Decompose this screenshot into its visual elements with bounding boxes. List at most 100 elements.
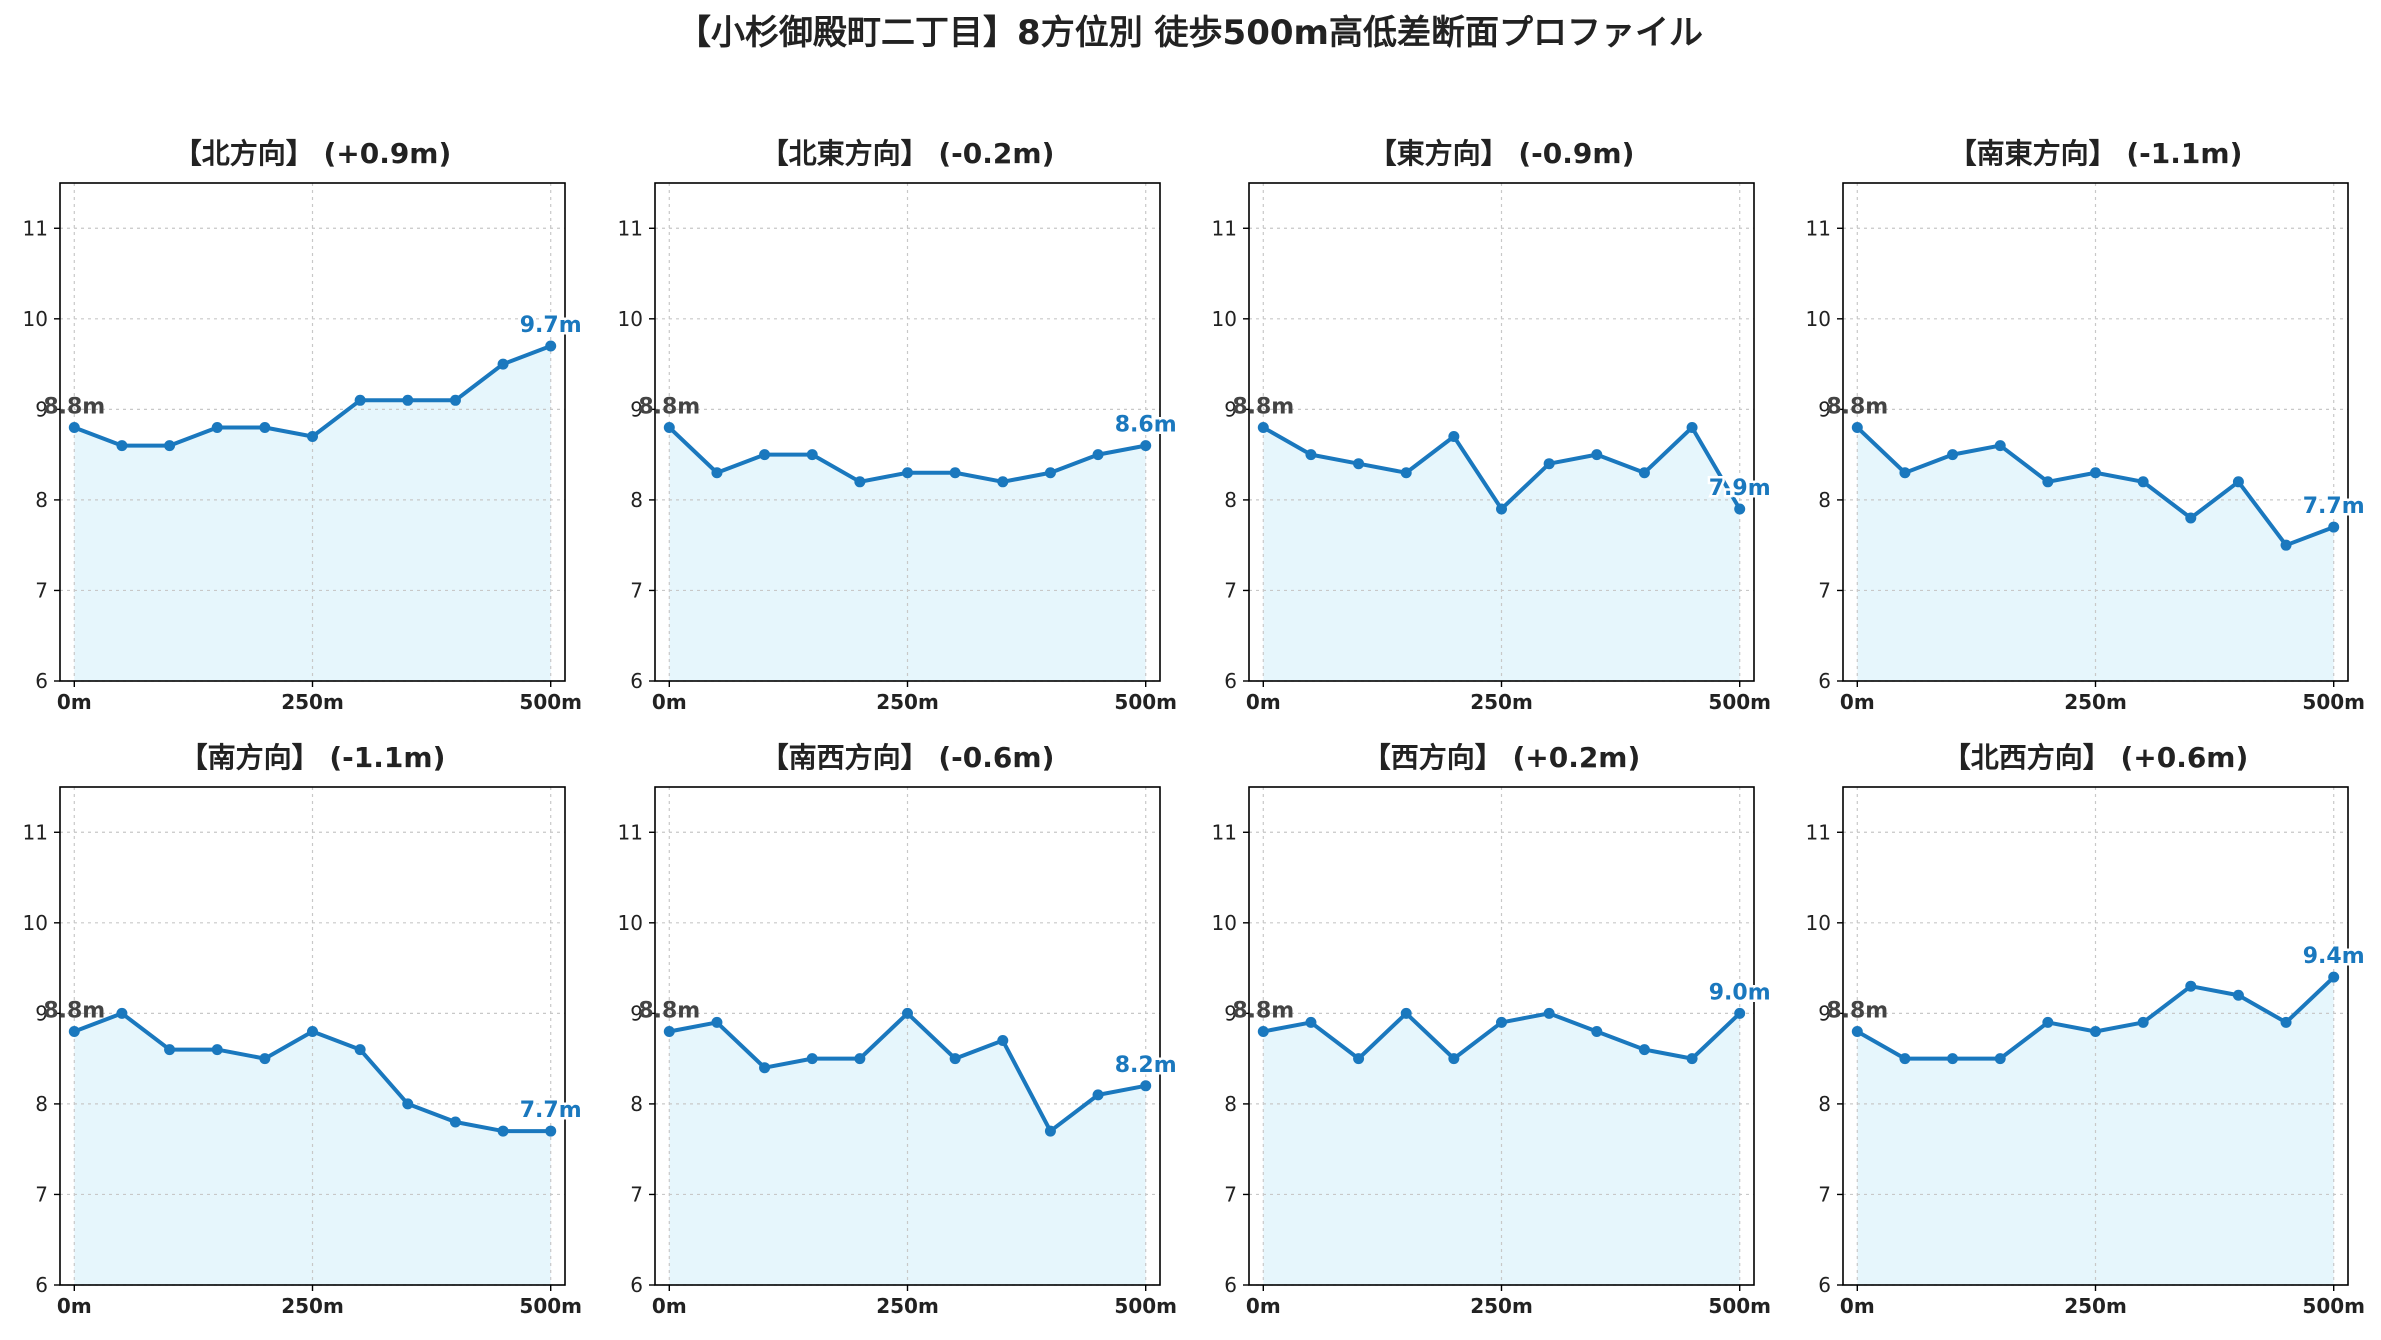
panel-title: 【北東方向】 (-0.2m) [761, 137, 1055, 170]
data-point [354, 394, 366, 406]
start-value-label: 8.8m [638, 998, 700, 1023]
y-tick-label: 6 [630, 669, 643, 693]
y-tick-label: 7 [35, 1182, 48, 1206]
y-tick-label: 10 [618, 911, 643, 935]
data-point [711, 467, 723, 479]
data-point [1638, 467, 1650, 479]
y-tick-label: 8 [35, 488, 48, 512]
y-tick-label: 8 [1818, 488, 1831, 512]
y-tick-label: 7 [630, 1182, 643, 1206]
y-tick-label: 9 [1818, 1001, 1831, 1025]
data-point [68, 1025, 80, 1037]
data-point [1305, 449, 1317, 461]
data-point [211, 421, 223, 433]
x-tick-label: 0m [1840, 1294, 1875, 1318]
y-tick-label: 7 [630, 578, 643, 602]
data-point [1851, 421, 1863, 433]
data-point [259, 421, 271, 433]
data-point [1353, 1053, 1365, 1065]
data-point [545, 1125, 557, 1137]
x-tick-label: 500m [1708, 1294, 1771, 1318]
y-tick-label: 10 [1212, 911, 1237, 935]
data-point [2137, 476, 2149, 488]
end-value-label: 9.4m [2303, 944, 2365, 969]
panel-title: 【南西方向】 (-0.6m) [761, 741, 1055, 774]
start-value-label: 8.8m [43, 998, 105, 1023]
data-point [354, 1044, 366, 1056]
data-point [1448, 431, 1460, 443]
data-point [711, 1016, 723, 1028]
y-tick-label: 7 [1224, 578, 1237, 602]
data-point [2185, 980, 2197, 992]
x-tick-label: 250m [876, 690, 939, 714]
data-point [402, 1098, 414, 1110]
data-point [1994, 1053, 2006, 1065]
data-point [2042, 476, 2054, 488]
data-point [1994, 440, 2006, 452]
data-point [1140, 440, 1152, 452]
x-tick-label: 0m [652, 690, 687, 714]
y-tick-label: 11 [1806, 216, 1831, 240]
x-tick-label: 0m [1840, 690, 1875, 714]
panel-title: 【南方向】 (-1.1m) [180, 741, 446, 774]
x-tick-label: 250m [1470, 690, 1533, 714]
end-value-label: 9.7m [520, 313, 582, 338]
y-tick-label: 11 [1806, 820, 1831, 844]
data-point [2328, 521, 2340, 533]
panel-title: 【東方向】 (-0.9m) [1369, 137, 1635, 170]
data-point [2232, 476, 2244, 488]
x-tick-label: 0m [1246, 690, 1281, 714]
data-point [164, 1044, 176, 1056]
y-tick-label: 10 [1806, 307, 1831, 331]
data-point [949, 467, 961, 479]
data-point [1257, 421, 1269, 433]
data-point [1851, 1025, 1863, 1037]
data-point [1400, 1007, 1412, 1019]
y-tick-label: 6 [1224, 1273, 1237, 1297]
panel-title: 【西方向】 (+0.2m) [1363, 741, 1641, 774]
data-point [1496, 1016, 1507, 1028]
y-tick-label: 8 [1224, 1092, 1237, 1116]
y-tick-label: 7 [1818, 1182, 1831, 1206]
data-point [402, 394, 414, 406]
y-tick-label: 9 [630, 397, 643, 421]
data-point [1044, 467, 1056, 479]
data-point [663, 1025, 675, 1037]
chart-panel-2: 【北東方向】 (-0.2m) 6 7 8 9 10 11 0m 250m 500m 8.8m 8.6m [618, 137, 1180, 714]
y-tick-label: 7 [35, 578, 48, 602]
data-point [497, 358, 509, 370]
end-value-label: 7.7m [520, 1098, 582, 1123]
y-tick-label: 6 [35, 1273, 48, 1297]
y-tick-label: 9 [35, 1001, 48, 1025]
end-value-label: 8.6m [1115, 413, 1177, 438]
y-tick-label: 6 [1818, 1273, 1831, 1297]
x-tick-label: 500m [519, 690, 582, 714]
start-value-label: 8.8m [43, 394, 105, 419]
data-point [307, 1025, 318, 1037]
data-point [949, 1053, 961, 1065]
panel-title: 【北西方向】 (+0.6m) [1943, 741, 2249, 774]
y-tick-label: 9 [1818, 397, 1831, 421]
start-value-label: 8.8m [1826, 394, 1888, 419]
data-point [545, 340, 557, 352]
x-tick-label: 250m [876, 1294, 939, 1318]
data-point [663, 421, 675, 433]
y-tick-label: 11 [618, 216, 643, 240]
y-tick-label: 11 [23, 216, 48, 240]
y-tick-label: 10 [23, 307, 48, 331]
x-tick-label: 250m [1470, 1294, 1533, 1318]
data-point [1257, 1025, 1269, 1037]
data-point [902, 1007, 913, 1019]
x-tick-label: 500m [1114, 1294, 1177, 1318]
data-point [1638, 1044, 1650, 1056]
data-point [1543, 1007, 1555, 1019]
data-point [1305, 1016, 1317, 1028]
x-tick-label: 500m [1114, 690, 1177, 714]
data-point [1092, 1089, 1104, 1101]
data-point [997, 1035, 1009, 1047]
data-point [449, 1116, 461, 1128]
data-point [1496, 503, 1507, 515]
y-tick-label: 9 [35, 397, 48, 421]
area-fill [74, 1013, 551, 1285]
